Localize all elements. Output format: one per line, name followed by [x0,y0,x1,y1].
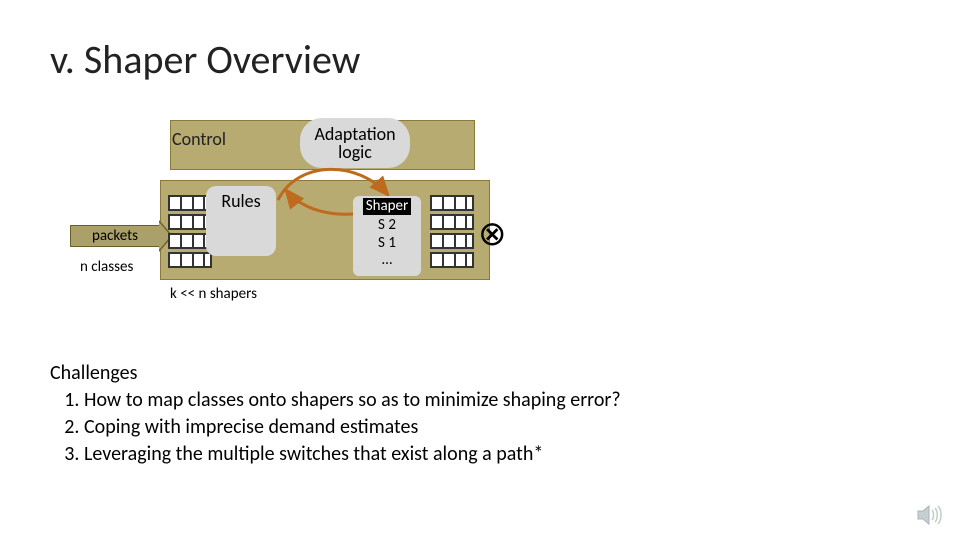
queue-stack-right [430,195,474,268]
shaper-header: Shaper [363,198,412,215]
adaptation-label: Adaptation logic [300,125,410,161]
control-label: Control [172,128,226,150]
challenges-block: Challenges How to map classes onto shape… [50,360,621,468]
challenge-item: Leveraging the multiple switches that ex… [84,441,621,468]
challenges-heading: Challenges [50,360,621,387]
k-shapers-label: k << n shapers [170,285,257,303]
queue-bar [430,214,474,230]
speaker-icon [916,504,942,526]
challenge-item: Coping with imprecise demand estimates [84,414,621,441]
shaper-line: S 2 [378,216,396,234]
rules-pill: Rules [206,186,276,256]
shaper-line: … [382,251,392,269]
queue-bar [430,252,474,268]
queue-bar [430,233,474,249]
rules-label: Rules [221,190,260,212]
slide: v. Shaper Overview Control Adaptation lo… [0,0,960,540]
slide-title: v. Shaper Overview [50,35,360,84]
shaper-box: Shaper S 2 S 1 … [353,196,421,276]
challenge-item: How to map classes onto shapers so as to… [84,387,621,414]
queue-bar [168,252,212,268]
queue-bar [430,195,474,211]
adaptation-logic-pill: Adaptation logic [300,118,410,168]
packets-label: packets [92,227,138,245]
shaper-line: S 1 [378,234,396,252]
n-classes-label: n classes [80,258,133,276]
packets-arrow: packets [70,225,160,247]
otimes-icon: ⊗ [478,218,507,252]
